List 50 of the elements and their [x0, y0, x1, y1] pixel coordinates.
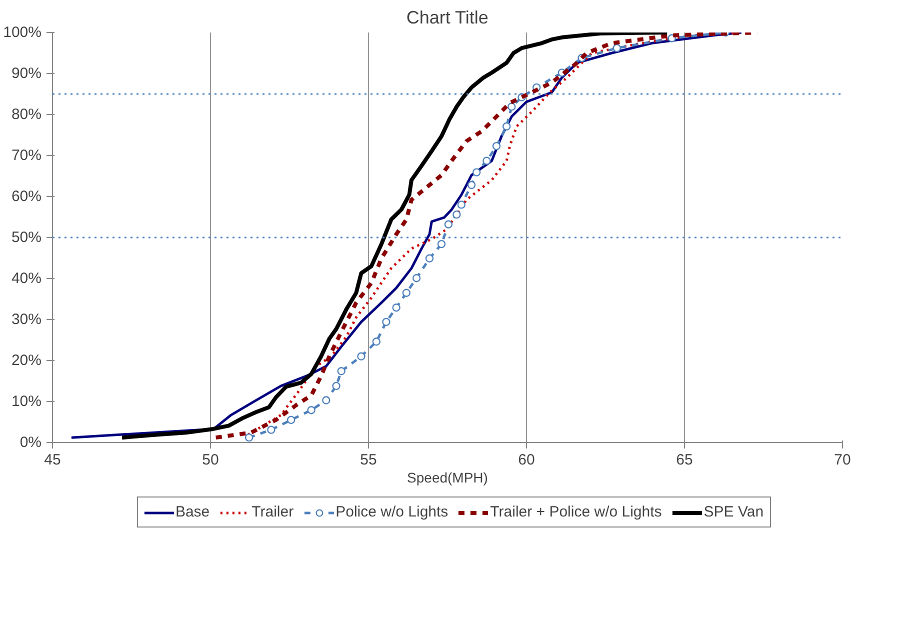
- x-tick-label: 65: [676, 452, 693, 468]
- point: [286, 416, 296, 424]
- x-tick-label: 70: [834, 452, 851, 468]
- point: [372, 338, 380, 346]
- point: [508, 102, 516, 111]
- point: [457, 200, 466, 209]
- legend-label: Trailer: [252, 504, 294, 520]
- point: [322, 396, 330, 404]
- point: [382, 318, 390, 326]
- y-tick-label: 10%: [11, 393, 42, 410]
- point: [437, 240, 446, 248]
- point: [402, 288, 411, 297]
- point: [467, 180, 476, 190]
- point: [332, 382, 340, 390]
- legend-label: Base: [175, 504, 210, 520]
- chart-title: Chart Title: [406, 8, 488, 28]
- y-tick-label: 40%: [11, 270, 42, 287]
- point: [357, 352, 366, 360]
- point: [412, 274, 421, 282]
- point: [452, 210, 461, 219]
- point: [337, 367, 346, 376]
- y-tick-label: 70%: [11, 147, 42, 164]
- point: [244, 433, 254, 442]
- point: [482, 156, 491, 165]
- y-tick-label: 30%: [11, 311, 42, 328]
- y-tick-label: 50%: [11, 229, 42, 246]
- y-tick-label: 100%: [3, 24, 42, 41]
- y-tick-label: 60%: [11, 188, 42, 205]
- point: [425, 254, 434, 263]
- y-tick-label: 0%: [20, 434, 42, 451]
- point: [472, 168, 481, 176]
- point: [267, 426, 276, 434]
- x-axis-title: Speed(MPH): [407, 470, 488, 486]
- x-tick-label: 55: [360, 452, 377, 468]
- point: [392, 304, 400, 312]
- legend-label: Trailer + Police w/o Lights: [490, 504, 662, 520]
- point: [444, 220, 453, 228]
- point: [307, 406, 316, 414]
- y-tick-label: 90%: [11, 65, 42, 82]
- x-tick-label: 50: [202, 452, 219, 468]
- point: [492, 142, 501, 150]
- line-series: [120, 32, 670, 440]
- legend-label: Police w/o Lights: [336, 504, 448, 520]
- point: [612, 44, 621, 52]
- x-tick-label: 45: [44, 452, 61, 468]
- y-tick-label: 20%: [11, 352, 42, 369]
- y-tick-label: 80%: [11, 106, 42, 123]
- legend-label: SPE Van: [704, 504, 764, 520]
- point: [502, 122, 511, 130]
- x-tick-label: 60: [518, 452, 535, 468]
